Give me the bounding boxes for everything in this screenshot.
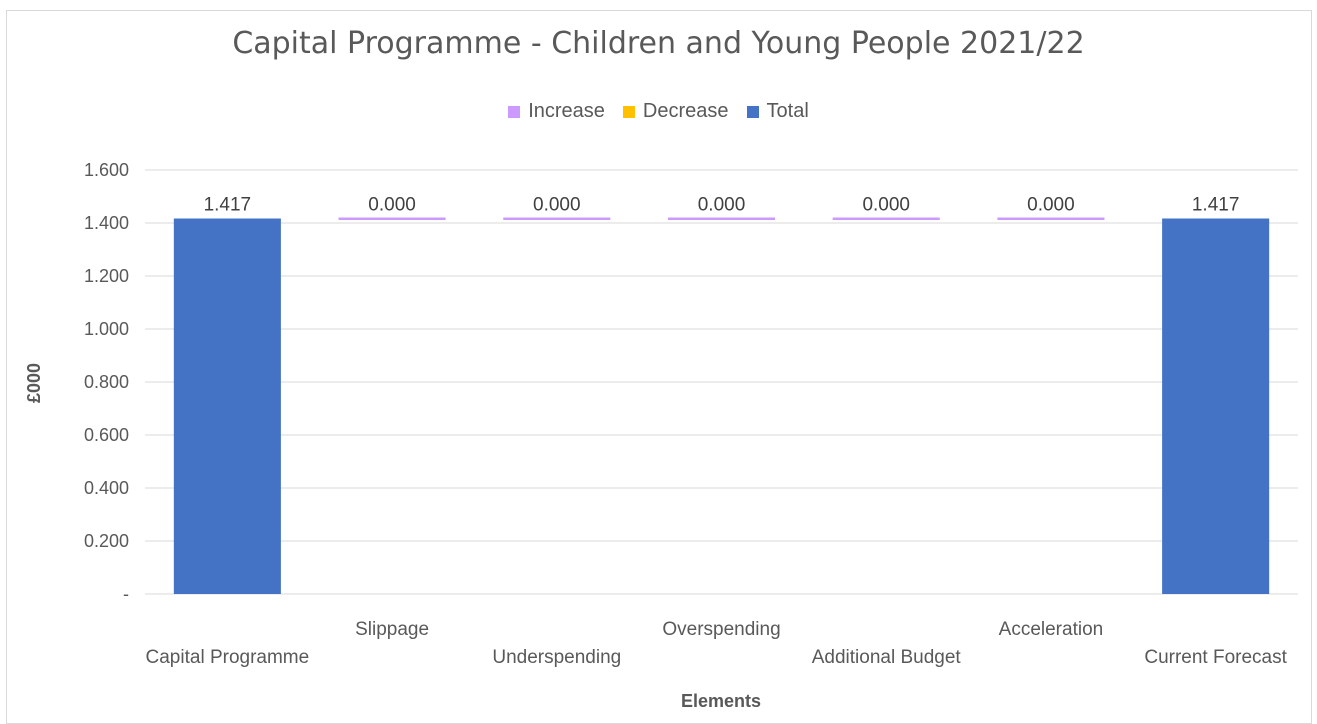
- y-tick-label: 1.400: [84, 213, 129, 233]
- category-labels: Capital Programme Slippage Underspending Ov…: [146, 619, 1288, 668]
- legend-swatch-decrease: [622, 105, 635, 118]
- gridlines: [145, 169, 1298, 595]
- data-label: 1.417: [1192, 194, 1240, 215]
- category-label: Underspending: [492, 647, 621, 668]
- category-label: Additional Budget: [812, 647, 962, 668]
- y-tick-label: 1.600: [84, 160, 129, 180]
- bar-increase: [503, 217, 611, 220]
- y-tick-label: 0.600: [84, 425, 129, 445]
- y-tick-labels: - 0.200 0.400 0.600 0.800 1.000 1.200 1.400 1.60…: [84, 160, 129, 604]
- data-labels: 1.417 0.000 0.000 0.000 0.000 0.000 1.417: [204, 194, 1240, 215]
- bar-increase: [997, 217, 1105, 220]
- data-label: 1.417: [204, 194, 252, 215]
- bar-increase: [338, 217, 446, 220]
- legend: Increase Decrease Total: [0, 100, 1317, 123]
- data-label: 0.000: [862, 194, 910, 215]
- legend-label-increase: Increase: [528, 100, 605, 122]
- bars: [173, 217, 1270, 594]
- y-tick-label: -: [123, 584, 129, 604]
- y-tick-label: 1.200: [84, 266, 129, 286]
- data-label: 0.000: [1027, 194, 1075, 215]
- y-tick-label: 1.000: [84, 319, 129, 339]
- category-label: Current Forecast: [1144, 647, 1287, 668]
- data-label: 0.000: [368, 194, 416, 215]
- data-label: 0.000: [533, 194, 581, 215]
- legend-item-total: Total: [746, 100, 809, 123]
- legend-swatch-increase: [508, 105, 521, 118]
- chart-title: Capital Programme - Children and Young P…: [232, 26, 1085, 61]
- y-tick-label: 0.400: [84, 478, 129, 498]
- category-label: Acceleration: [999, 619, 1104, 640]
- category-label: Capital Programme: [146, 647, 310, 668]
- y-tick-label: 0.800: [84, 372, 129, 392]
- category-label: Overspending: [662, 619, 780, 640]
- legend-label-total: Total: [766, 100, 809, 122]
- bar-total: [1162, 218, 1270, 594]
- legend-item-decrease: Decrease: [622, 100, 729, 123]
- data-label: 0.000: [698, 194, 746, 215]
- category-label: Slippage: [355, 619, 429, 640]
- x-axis-title: Elements: [681, 691, 761, 711]
- legend-swatch-total: [746, 105, 759, 118]
- y-tick-label: 0.200: [84, 531, 129, 551]
- legend-item-increase: Increase: [508, 100, 605, 123]
- y-axis-title: £000: [24, 363, 44, 403]
- bar-increase: [667, 217, 776, 220]
- legend-label-decrease: Decrease: [642, 100, 729, 122]
- bar-increase: [832, 217, 940, 220]
- bar-total: [173, 218, 281, 594]
